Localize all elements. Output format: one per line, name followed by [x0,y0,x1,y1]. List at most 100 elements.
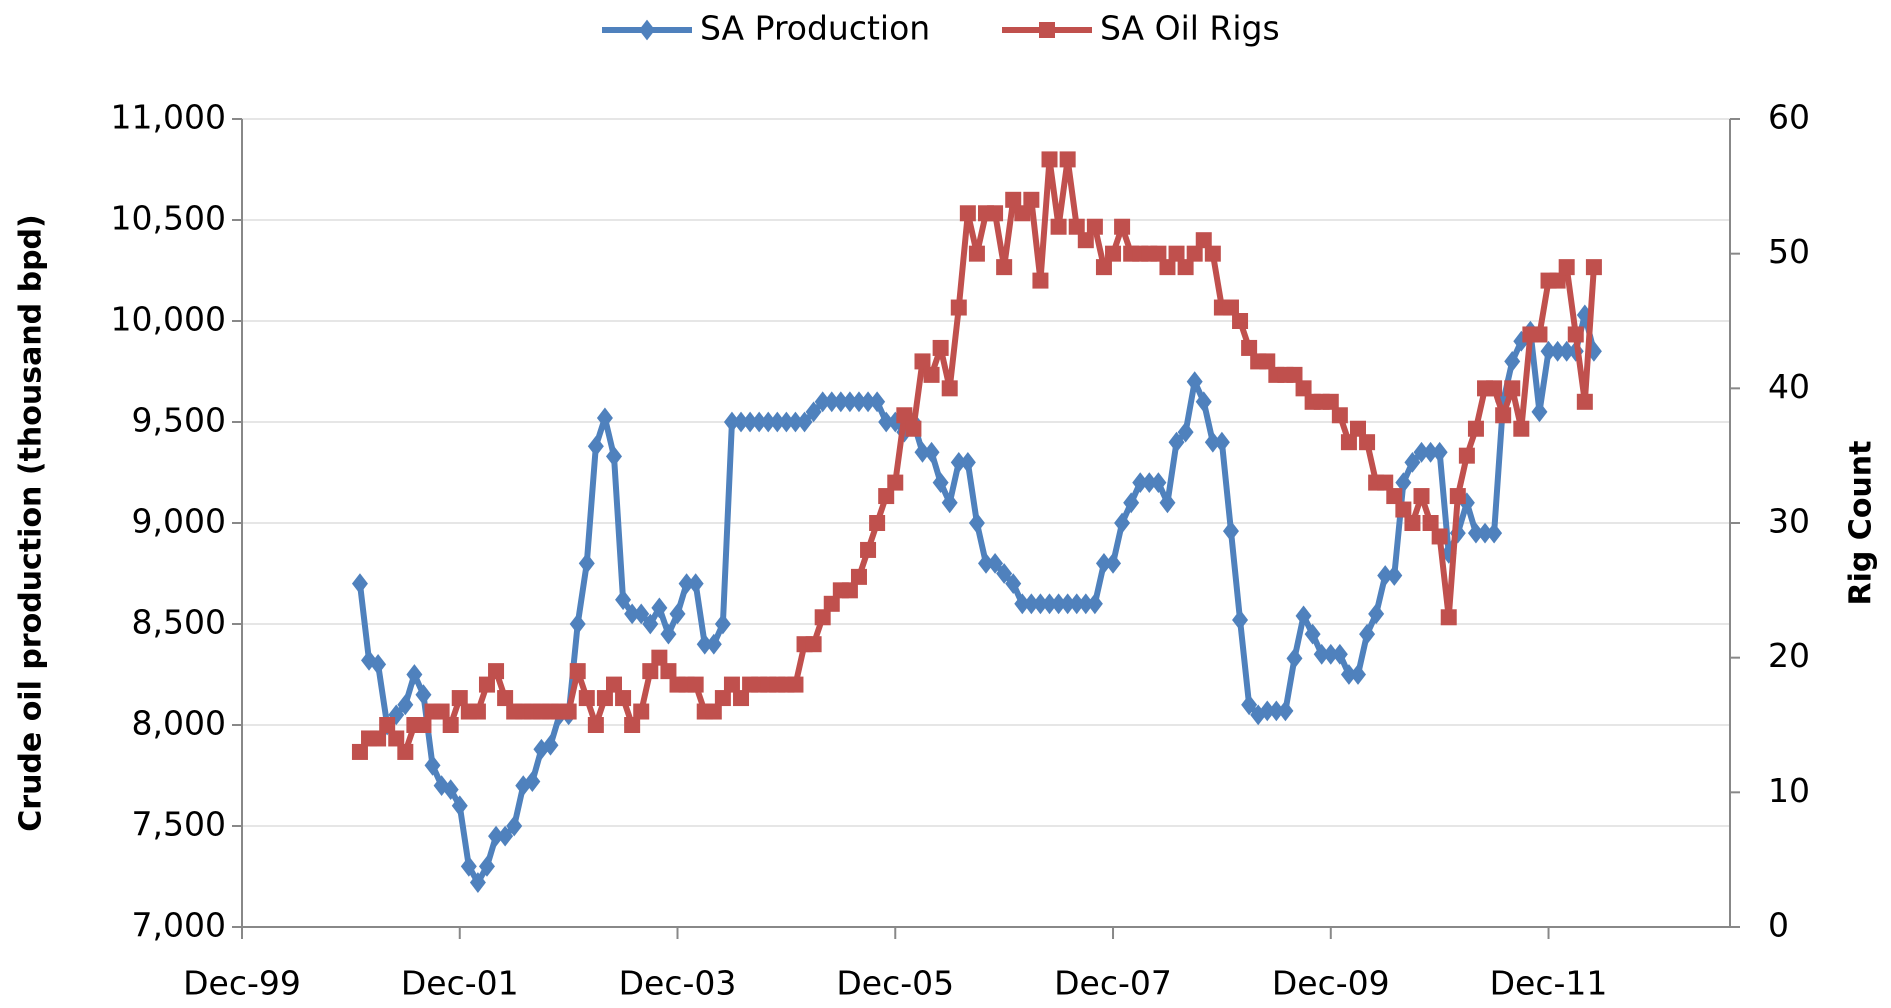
point-marker [606,676,622,693]
point-marker [569,663,586,680]
x-tick-label: Dec-09 [1272,964,1390,1003]
point-marker [1032,593,1049,615]
point-marker [488,663,505,680]
point-marker [860,391,877,413]
point-marker [587,435,604,457]
point-marker [769,411,786,433]
point-marker [524,771,541,792]
point-marker [1322,393,1339,410]
point-marker [1286,366,1303,383]
point-marker [1395,472,1412,493]
point-marker [424,755,441,776]
point-marker [1449,488,1466,505]
point-marker [1222,520,1239,542]
point-marker [1486,522,1503,544]
point-marker [968,512,985,534]
point-marker [1041,593,1058,615]
point-marker [987,205,1004,222]
y2-tick-label: 30 [1768,502,1810,541]
point-marker [914,353,931,370]
point-marker [1241,694,1258,716]
point-marker [1014,593,1031,615]
legend-label: SA Oil Rigs [1100,9,1280,48]
point-marker [1177,421,1194,443]
point-marker [1422,515,1439,531]
point-marker [1077,232,1094,249]
point-marker [1576,304,1593,326]
point-marker [860,541,877,558]
point-marker [959,205,976,222]
x-tick-label: Dec-03 [619,964,737,1003]
point-marker [1331,643,1348,665]
y-tick-label: 9,500 [132,401,226,440]
point-marker [1005,191,1022,208]
point-marker [1431,441,1448,463]
y-tick-label: 7,000 [132,906,226,945]
x-tick-label: Dec-07 [1054,964,1172,1003]
point-marker [1377,474,1394,491]
point-marker [451,795,468,817]
point-marker [1467,522,1484,544]
point-marker [678,573,695,594]
point-marker [1132,472,1149,493]
point-marker [1295,605,1312,627]
point-marker [1095,553,1112,574]
point-marker [1404,452,1421,473]
point-marker [1086,218,1103,235]
y-tick-label: 8,000 [132,704,226,743]
point-marker [388,730,405,747]
point-marker [905,420,922,437]
point-marker [850,568,867,585]
point-marker [1458,447,1475,464]
point-marker [669,603,686,625]
point-marker [397,743,414,760]
point-marker [1023,191,1040,208]
point-marker [1168,245,1185,262]
point-marker [560,703,577,720]
point-marker [932,472,949,493]
point-marker [714,613,731,635]
point-marker [624,717,641,733]
point-marker [1558,259,1575,276]
point-marker [1395,501,1412,518]
y-tick-label: 10,500 [111,199,226,238]
point-marker [478,676,495,693]
point-marker [1159,492,1176,514]
point-marker [642,663,659,680]
point-marker [1431,528,1448,545]
point-marker [850,391,867,413]
point-marker [1350,420,1366,437]
point-marker [1086,593,1103,615]
point-marker [1150,472,1167,493]
point-marker [1486,380,1503,397]
point-marker [497,825,514,847]
point-marker [1050,593,1067,615]
y2-tick-label: 50 [1768,232,1810,271]
point-marker [1159,259,1176,276]
point-marker [1576,393,1593,410]
point-marker [796,411,813,433]
point-marker [578,690,595,707]
series-line [356,311,1597,886]
point-marker [415,717,432,733]
point-marker [1331,407,1348,424]
point-marker [896,407,913,424]
point-marker [941,380,958,397]
point-marker [1032,272,1049,289]
point-marker [1059,151,1076,168]
point-marker [1440,609,1457,626]
point-marker [1359,623,1376,645]
point-marker [742,411,759,433]
point-marker [1413,441,1430,463]
x-tick-label: Dec-11 [1490,964,1608,1003]
point-marker [1014,205,1031,222]
point-marker [696,633,713,655]
point-marker [1477,522,1494,544]
point-marker [1177,259,1194,276]
point-marker [1105,553,1122,574]
legend-marker [1039,22,1055,38]
point-marker [1168,431,1185,453]
point-marker [687,676,704,693]
y-tick-label: 8,500 [132,603,226,642]
point-marker [996,563,1013,584]
